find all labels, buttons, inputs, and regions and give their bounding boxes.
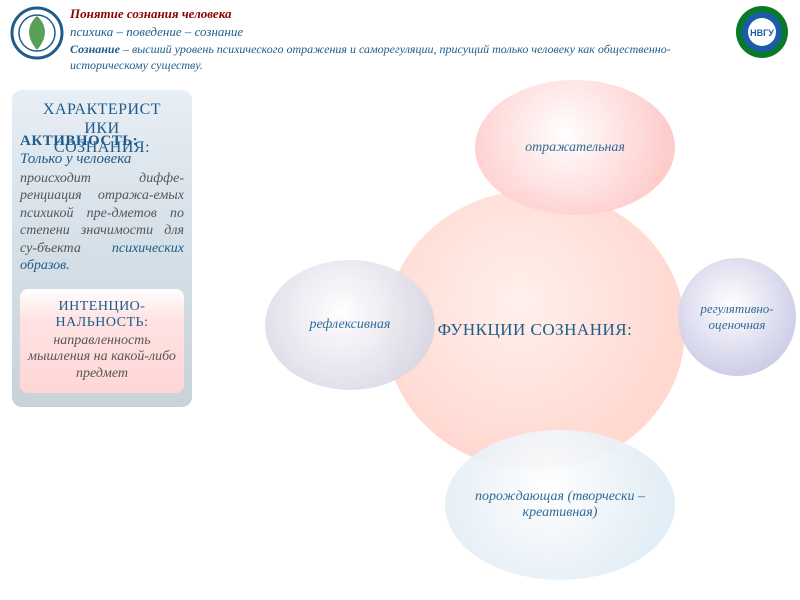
slide-definition: Сознание – высший уровень психического о…: [70, 42, 720, 73]
function-bubble: регулятивно-оценочная: [678, 258, 796, 376]
intentionality-body: направленность мышления на какой-либо пр…: [28, 333, 176, 383]
function-bubble-label: порождающая (творчески – креативная): [445, 489, 675, 521]
slide-header: Понятие сознания человека психика – пове…: [70, 6, 720, 73]
activity-body: происходит диффе-ренциация отража-емых п…: [20, 170, 184, 275]
nvgu-badge-icon: НВГУ: [734, 4, 790, 60]
function-bubble-label: отражательная: [515, 140, 635, 156]
function-bubble-label: рефлексивная: [300, 317, 401, 333]
intentionality-box: ИНТЕНЦИО-НАЛЬНОСТЬ: направленность мышле…: [20, 289, 184, 393]
svg-text:НВГУ: НВГУ: [750, 28, 774, 38]
definition-body: – высший уровень психического отражения …: [70, 42, 671, 72]
function-bubble-label: регулятивно-оценочная: [678, 301, 796, 333]
function-bubble: рефлексивная: [265, 260, 435, 390]
center-label: ФУНКЦИИ СОЗНАНИЯ:: [428, 320, 643, 340]
leaf-shield-icon: [10, 6, 64, 60]
function-bubble: порождающая (творчески – креативная): [445, 430, 675, 580]
function-bubble: отражательная: [475, 80, 675, 215]
intentionality-label: ИНТЕНЦИО-НАЛЬНОСТЬ:: [28, 299, 176, 331]
activity-lead: Только у человека: [20, 151, 131, 167]
slide-title: Понятие сознания человека: [70, 6, 720, 22]
university-logo-right: НВГУ: [734, 4, 790, 60]
definition-term: Сознание: [70, 42, 120, 56]
functions-diagram: ФУНКЦИИ СОЗНАНИЯ: отражательная рефлексив…: [200, 80, 790, 590]
activity-label: АКТИВНОСТЬ:: [20, 133, 138, 149]
characteristics-sidebar: ХАРАКТЕРИСТ ИКИ СОЗНАНИЯ: АКТИВНОСТЬ: То…: [12, 90, 192, 407]
university-logo-left: [10, 6, 64, 60]
slide-subtitle: психика – поведение – сознание: [70, 24, 720, 40]
